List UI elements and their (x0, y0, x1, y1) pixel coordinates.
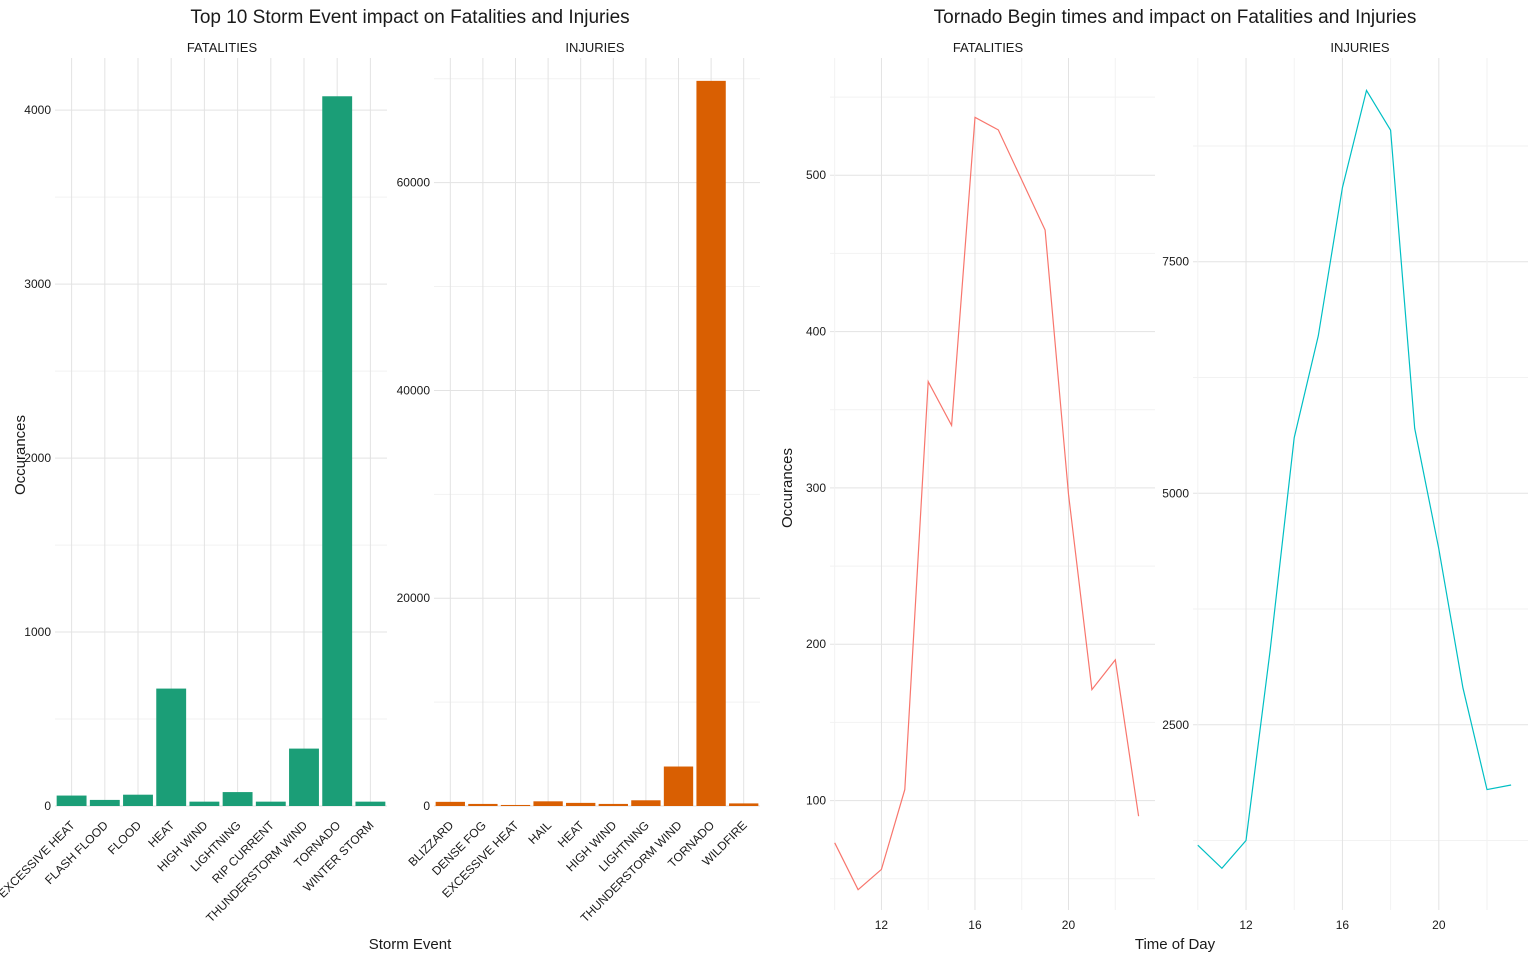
injuries-bar-bar-blizzard (435, 801, 465, 806)
panel-strip-fatalities-line: FATALITIES (953, 40, 1024, 55)
fatalities-bar-bar-flash-flood (89, 799, 120, 806)
injuries-bar-y-tick-label: 40000 (397, 383, 431, 397)
fatalities-bar-y-tick-label: 3000 (24, 277, 51, 291)
fatalities-bar-bar-thunderstorm-wind (289, 748, 319, 806)
left-y-axis-label: Occurances (12, 415, 29, 495)
fatalities-bar-bar-high-wind (189, 801, 220, 806)
injuries-bar-y-tick-label: 0 (423, 799, 430, 813)
right-y-axis-label: Occurances (779, 448, 796, 528)
injuries-line-x-tick-label: 12 (1239, 918, 1253, 932)
fatalities-line-y-tick-label: 300 (806, 481, 826, 495)
panel-strip-injuries-line: INJURIES (1330, 40, 1390, 55)
injuries-bar-bar-heat (566, 802, 596, 806)
injuries-line-y-tick-label: 2500 (1162, 718, 1189, 732)
injuries-bar-bar-tornado (696, 80, 726, 807)
injuries-bar-bar-hail (533, 801, 563, 806)
injuries-bar-bar-excessive-heat (500, 804, 531, 806)
fatalities-line-series-line (834, 116, 1140, 891)
fatalities-bar-gridlines (55, 58, 387, 807)
fatalities-bar-bar-flood (123, 794, 153, 806)
injuries-bar-bar-wildfire (729, 803, 759, 806)
injuries-line-x-tick-label: 20 (1432, 918, 1446, 932)
fatalities-bar-y-tick-label: 1000 (24, 625, 51, 639)
injuries-line-panel: 2500 5000 7500 12 16 20 (1162, 58, 1528, 932)
injuries-line-y-tick-label: 5000 (1162, 486, 1189, 500)
fatalities-line-x-tick-label: 20 (1062, 918, 1076, 932)
fatalities-bar-bar-rip-current (255, 801, 286, 806)
fatalities-bar-y-tick-label: 4000 (24, 103, 51, 117)
injuries-bar-x-tick-label: HAIL (525, 818, 554, 847)
panel-strip-fatalities-bar: FATALITIES (187, 40, 258, 55)
injuries-bar-bar-lightning (631, 800, 661, 806)
left-figure-title: Top 10 Storm Event impact on Fatalities … (190, 7, 629, 28)
injuries-line-y-tick-label: 7500 (1162, 255, 1189, 269)
fatalities-line-y-tick-label: 400 (806, 325, 826, 339)
fatalities-bar-y-tick-label: 0 (44, 799, 51, 813)
fatalities-line-y-tick-label: 100 (806, 794, 826, 808)
fatalities-bar-bar-excessive-heat (56, 795, 87, 806)
injuries-bar-bar-dense-fog (468, 803, 498, 806)
injuries-bar-bar-high-wind (598, 803, 628, 806)
left-x-axis-label: Storm Event (369, 936, 452, 953)
right-figure-title: Tornado Begin times and impact on Fatali… (934, 7, 1417, 28)
panel-strip-injuries-bar: INJURIES (565, 40, 625, 55)
fatalities-bar-bar-heat (156, 688, 187, 806)
injuries-line-series-line (1197, 88, 1512, 870)
fatalities-bar-y-tick-label: 2000 (24, 451, 51, 465)
fatalities-bar-x-tick-label: FLOOD (105, 818, 144, 857)
fatalities-line-x-tick-label: 16 (968, 918, 982, 932)
fatalities-line-y-tick-label: 200 (806, 637, 826, 651)
fatalities-line-y-tick-label: 500 (806, 168, 826, 182)
injuries-line-x-tick-label: 16 (1336, 918, 1350, 932)
fatalities-line-x-tick-label: 12 (875, 918, 889, 932)
right-x-axis-label: Time of Day (1135, 936, 1216, 953)
fatalities-line-gridlines (830, 58, 1155, 910)
fatalities-bar-bar-tornado (322, 96, 353, 806)
injuries-line-gridlines (1193, 58, 1528, 910)
fatalities-line-panel: 100 200 300 400 500 12 16 20 (806, 58, 1155, 932)
injuries-bar-y-tick-label: 60000 (397, 176, 431, 190)
injuries-bar-bar-thunderstorm-wind (663, 766, 694, 806)
injuries-bar-y-tick-label: 20000 (397, 591, 431, 605)
fatalities-bar-bar-winter-storm (355, 801, 386, 806)
fatalities-bar-bar-lightning (222, 792, 253, 806)
